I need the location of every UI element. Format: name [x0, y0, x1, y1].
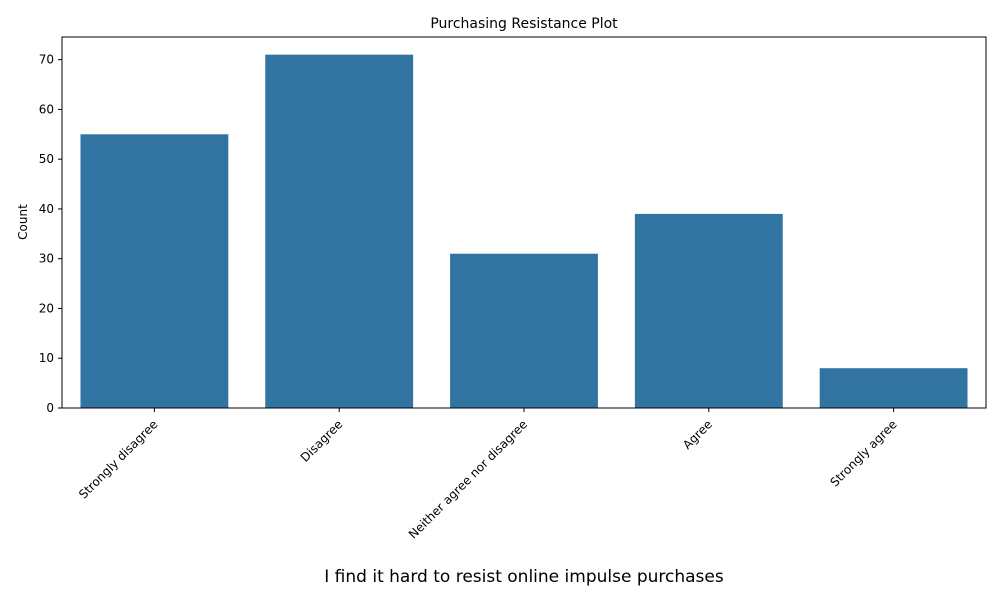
x-tick-label: Neither agree nor disagree [406, 417, 530, 541]
bar [265, 54, 414, 409]
y-tick-label: 20 [39, 301, 54, 315]
y-tick-label: 30 [39, 252, 54, 266]
plot-area: 0 10 20 30 40 50 60 70 Strongly disagree Disagree… [39, 53, 968, 541]
y-tick-label: 50 [39, 152, 54, 166]
y-axis-label: Count [16, 204, 30, 240]
y-tick-label: 60 [39, 102, 54, 116]
y-tick-label: 0 [46, 401, 54, 415]
bar [634, 213, 783, 408]
x-tick-label: Agree [680, 417, 715, 452]
y-tick-label: 10 [39, 351, 54, 365]
y-tick-label: 40 [39, 202, 54, 216]
y-tick-label: 70 [39, 53, 54, 67]
bar [450, 253, 598, 408]
bar [80, 134, 229, 408]
x-tick-label: Disagree [298, 417, 346, 465]
plot-frame [61, 36, 987, 409]
x-tick-label: Strongly agree [827, 417, 899, 489]
x-tick-label: Strongly disagree [76, 417, 160, 501]
x-axis-label: I find it hard to resist online impulse … [324, 567, 724, 587]
bar [819, 368, 968, 408]
chart-title: Purchasing Resistance Plot [430, 16, 618, 32]
